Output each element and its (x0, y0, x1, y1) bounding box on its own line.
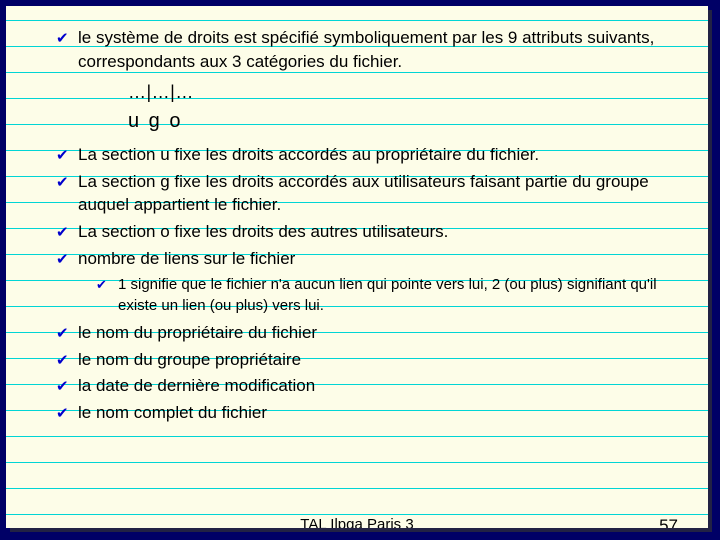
list-item: ✔ le système de droits est spécifié symb… (56, 26, 678, 74)
item-text: le nom du propriétaire du fichier (78, 321, 678, 345)
item-text: La section o fixe les droits des autres … (78, 220, 678, 244)
item-text: le nom du groupe propriétaire (78, 348, 678, 372)
bullet-icon: ✔ (56, 401, 78, 425)
bullet-icon: ✔ (56, 170, 78, 218)
item-text: nombre de liens sur le fichier (78, 247, 678, 271)
item-text: la date de dernière modification (78, 374, 678, 398)
page-number: 57 (659, 516, 678, 528)
list-item: ✔ le nom du propriétaire du fichier (56, 321, 678, 345)
item-text: La section g fixe les droits accordés au… (78, 170, 678, 218)
list-item: ✔ le nom du groupe propriétaire (56, 348, 678, 372)
bullet-icon: ✔ (56, 220, 78, 244)
list-item: ✔ La section o fixe les droits des autre… (56, 220, 678, 244)
item-text: La section u fixe les droits accordés au… (78, 143, 678, 167)
list-item: ✔ La section g fixe les droits accordés … (56, 170, 678, 218)
ugo-line: u g o (56, 107, 678, 135)
bullet-icon: ✔ (56, 143, 78, 167)
list-item: ✔ la date de dernière modification (56, 374, 678, 398)
page: ✔ le système de droits est spécifié symb… (6, 6, 708, 528)
list-item: ✔ le nom complet du fichier (56, 401, 678, 425)
symbolic-line: …|…|… (56, 80, 678, 105)
item-text: le système de droits est spécifié symbol… (78, 26, 678, 74)
bullet-icon: ✔ (56, 321, 78, 345)
bullet-icon: ✔ (56, 374, 78, 398)
item-text: le nom complet du fichier (78, 401, 678, 425)
list-item: ✔ nombre de liens sur le fichier (56, 247, 678, 271)
bullet-icon: ✔ (56, 247, 78, 271)
bullet-icon: ✔ (56, 26, 78, 74)
list-item: ✔ La section u fixe les droits accordés … (56, 143, 678, 167)
item-text: 1 signifie que le fichier n'a aucun lien… (118, 274, 678, 316)
slide-content: ✔ le système de droits est spécifié symb… (6, 6, 708, 425)
list-item-sub: ✔ 1 signifie que le fichier n'a aucun li… (56, 274, 678, 316)
bullet-icon: ✔ (56, 348, 78, 372)
footer-center: TAL Ilpga Paris 3 (300, 516, 413, 528)
bullet-icon: ✔ (96, 274, 118, 316)
